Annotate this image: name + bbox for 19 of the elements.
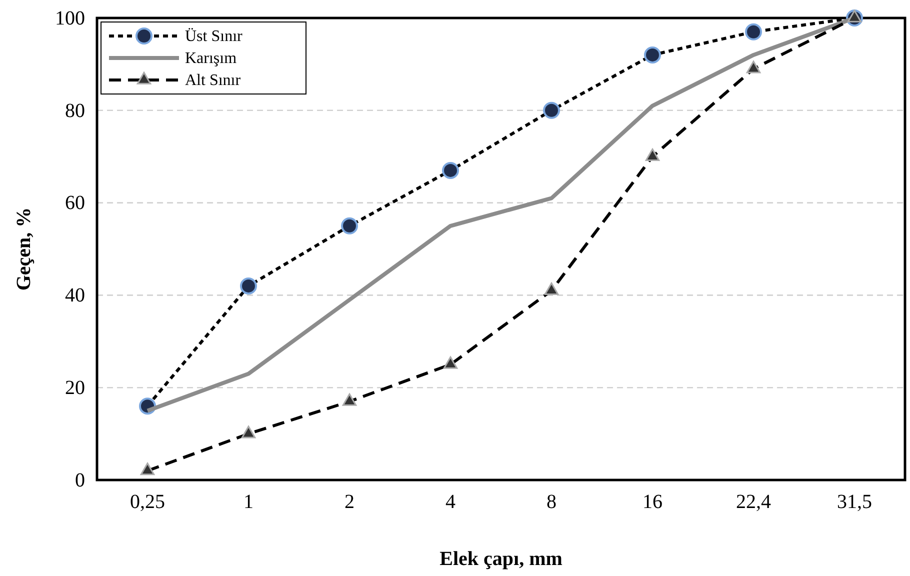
x-tick-label: 2 [344,491,354,514]
y-tick-label: 80 [65,100,85,122]
x-tick-label: 1 [244,491,254,514]
x-tick-label: 22,4 [736,491,771,514]
x-axis-title: Elek çapı, mm [440,548,563,570]
y-axis-title: Geçen, % [13,207,35,291]
x-tick-label: 0,25 [130,491,165,514]
x-tick-label: 16 [642,491,662,514]
x-tick-label: 8 [546,491,556,514]
y-tick-label: 60 [65,192,85,214]
y-tick-label: 100 [55,7,85,30]
y-tick-label: 20 [65,377,85,399]
y-tick-label: 0 [75,469,85,492]
y-tick-label: 40 [65,284,85,307]
legend-label: Üst Sınır [185,28,244,45]
x-tick-label: 4 [446,491,456,514]
legend-label: Alt Sınır [185,72,242,89]
legend-label: Karışım [185,50,238,67]
x-tick-label: 31,5 [837,491,872,514]
